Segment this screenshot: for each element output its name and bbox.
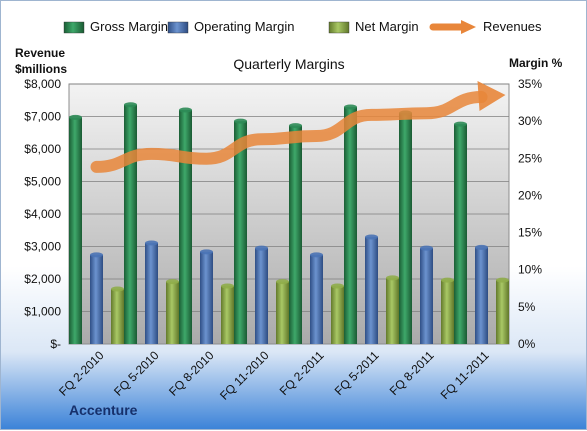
bar-operating-margin bbox=[420, 248, 433, 344]
bar-operating-margin bbox=[200, 251, 213, 344]
bar-net-margin bbox=[441, 280, 454, 344]
legend-arrow-icon bbox=[461, 20, 476, 34]
bar-cap bbox=[69, 114, 82, 120]
bar-cap bbox=[255, 245, 268, 251]
bar-cap bbox=[124, 102, 137, 108]
y2-tick-label: 5% bbox=[518, 300, 536, 314]
y2-axis-title: Margin % bbox=[509, 56, 563, 70]
y-tick-label: $3,000 bbox=[24, 240, 61, 254]
bar-cap bbox=[310, 252, 323, 258]
revenue-arrowhead bbox=[477, 81, 506, 111]
bar-gross-margin bbox=[454, 124, 467, 344]
bar-cap bbox=[90, 252, 103, 258]
bar-gross-margin bbox=[289, 125, 302, 344]
bar-gross-margin bbox=[234, 121, 247, 345]
bar-cap bbox=[221, 283, 234, 289]
y-tick-label: $- bbox=[50, 337, 61, 351]
bar-net-margin bbox=[111, 289, 124, 344]
bar-gross-margin bbox=[124, 104, 137, 344]
y2-tick-label: 20% bbox=[518, 188, 542, 202]
bar-cap bbox=[166, 279, 179, 285]
y-tick-label: $4,000 bbox=[24, 207, 61, 221]
bar-operating-margin bbox=[475, 247, 488, 344]
bar-net-margin bbox=[331, 286, 344, 344]
x-tick-label: FQ 11-2010 bbox=[217, 348, 272, 403]
company-label: Accenture bbox=[69, 402, 138, 418]
y2-tick-label: 25% bbox=[518, 151, 542, 165]
legend-swatch-operating-margin bbox=[167, 21, 189, 34]
bar-cap bbox=[496, 277, 509, 283]
bar-cap bbox=[475, 244, 488, 250]
y2-tick-label: 35% bbox=[518, 77, 542, 91]
legend-label: Revenues bbox=[483, 19, 542, 34]
y-tick-label: $2,000 bbox=[24, 272, 61, 286]
bar-cap bbox=[289, 123, 302, 129]
x-tick-label: FQ 5-2010 bbox=[111, 348, 162, 399]
bar-cap bbox=[365, 234, 378, 240]
bar-operating-margin bbox=[255, 248, 268, 344]
chart-title: Quarterly Margins bbox=[233, 56, 344, 72]
legend-label: Operating Margin bbox=[194, 19, 294, 34]
bar-cap bbox=[344, 104, 357, 110]
bar-cap bbox=[179, 107, 192, 113]
y2-tick-label: 30% bbox=[518, 114, 542, 128]
bar-cap bbox=[454, 121, 467, 127]
bar-cap bbox=[331, 283, 344, 289]
x-tick-label: FQ 8-2011 bbox=[387, 348, 437, 398]
x-tick-label: FQ 8-2010 bbox=[166, 348, 217, 399]
legend-swatch-net-margin bbox=[328, 21, 350, 34]
bar-net-margin bbox=[221, 286, 234, 344]
bar-cap bbox=[441, 277, 454, 283]
y-tick-label: $5,000 bbox=[24, 175, 61, 189]
bar-cap bbox=[276, 279, 289, 285]
bar-gross-margin bbox=[344, 107, 357, 345]
legend-swatch-gross-margin bbox=[63, 21, 85, 34]
bar-operating-margin bbox=[310, 254, 323, 344]
bar-net-margin bbox=[386, 277, 399, 344]
legend-label: Net Margin bbox=[355, 19, 419, 34]
bar-cap bbox=[386, 275, 399, 281]
y2-tick-label: 15% bbox=[518, 226, 542, 240]
y-tick-label: $1,000 bbox=[24, 305, 61, 319]
bar-operating-margin bbox=[145, 242, 158, 344]
bar-cap bbox=[145, 240, 158, 246]
bar-net-margin bbox=[496, 280, 509, 344]
bar-net-margin bbox=[166, 281, 179, 344]
bar-gross-margin bbox=[399, 112, 412, 344]
y2-tick-label: 10% bbox=[518, 263, 542, 277]
bar-operating-margin bbox=[90, 254, 103, 344]
legend-label: Gross Margin bbox=[90, 19, 168, 34]
y-tick-label: $7,000 bbox=[24, 110, 61, 124]
y2-tick-label: 0% bbox=[518, 337, 536, 351]
x-tick-label: FQ 2-2010 bbox=[56, 348, 107, 399]
bar-cap bbox=[111, 286, 124, 292]
bar-gross-margin bbox=[69, 117, 82, 344]
y-axis-title-line1: Revenue bbox=[15, 46, 65, 60]
bar-cap bbox=[234, 118, 247, 124]
bar-cap bbox=[420, 245, 433, 251]
bar-cap bbox=[200, 249, 213, 255]
y-axis-title-line2: $millions bbox=[15, 62, 67, 76]
y-tick-label: $8,000 bbox=[24, 77, 61, 91]
bar-operating-margin bbox=[365, 237, 378, 344]
y-tick-label: $6,000 bbox=[24, 142, 61, 156]
x-tick-label: FQ 11-2011 bbox=[438, 348, 492, 402]
bar-net-margin bbox=[276, 281, 289, 344]
bar-gross-margin bbox=[179, 110, 192, 344]
x-tick-label: FQ 5-2011 bbox=[332, 348, 382, 398]
x-tick-label: FQ 2-2011 bbox=[277, 348, 327, 398]
revenue-line bbox=[90, 91, 488, 173]
